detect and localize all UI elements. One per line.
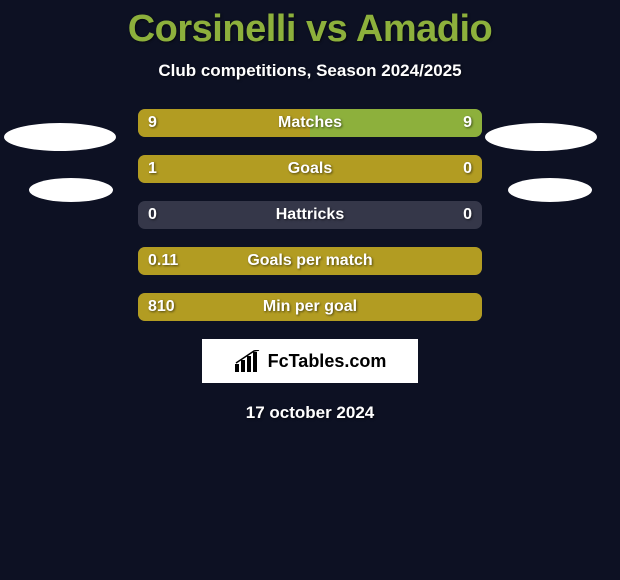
stat-label: Goals per match [138,247,482,275]
stat-label: Hattricks [138,201,482,229]
player-right-name: Amadio [356,8,492,50]
bars-icon [234,350,262,372]
stat-label: Min per goal [138,293,482,321]
comparison-bars: 99Matches 10Goals 00Hattricks 0.11Goals per… [138,109,482,321]
logo-text: FcTables.com [268,351,387,372]
player-placeholder-ellipse [508,178,592,202]
fctables-logo: FcTables.com [202,339,418,383]
stat-label: Goals [138,155,482,183]
player-placeholder-ellipse [485,123,597,151]
stat-row: 10Goals [138,155,482,183]
snapshot-date: 17 october 2024 [0,403,620,423]
player-placeholder-ellipse [29,178,113,202]
stat-row: 810Min per goal [138,293,482,321]
player-left-name: Corsinelli [128,8,296,50]
stat-label: Matches [138,109,482,137]
stat-row: 0.11Goals per match [138,247,482,275]
page-title: Corsinelli vs Amadio [0,0,620,51]
subtitle: Club competitions, Season 2024/2025 [0,61,620,81]
vs-word: vs [306,8,347,50]
stat-row: 00Hattricks [138,201,482,229]
player-placeholder-ellipse [4,123,116,151]
stat-row: 99Matches [138,109,482,137]
